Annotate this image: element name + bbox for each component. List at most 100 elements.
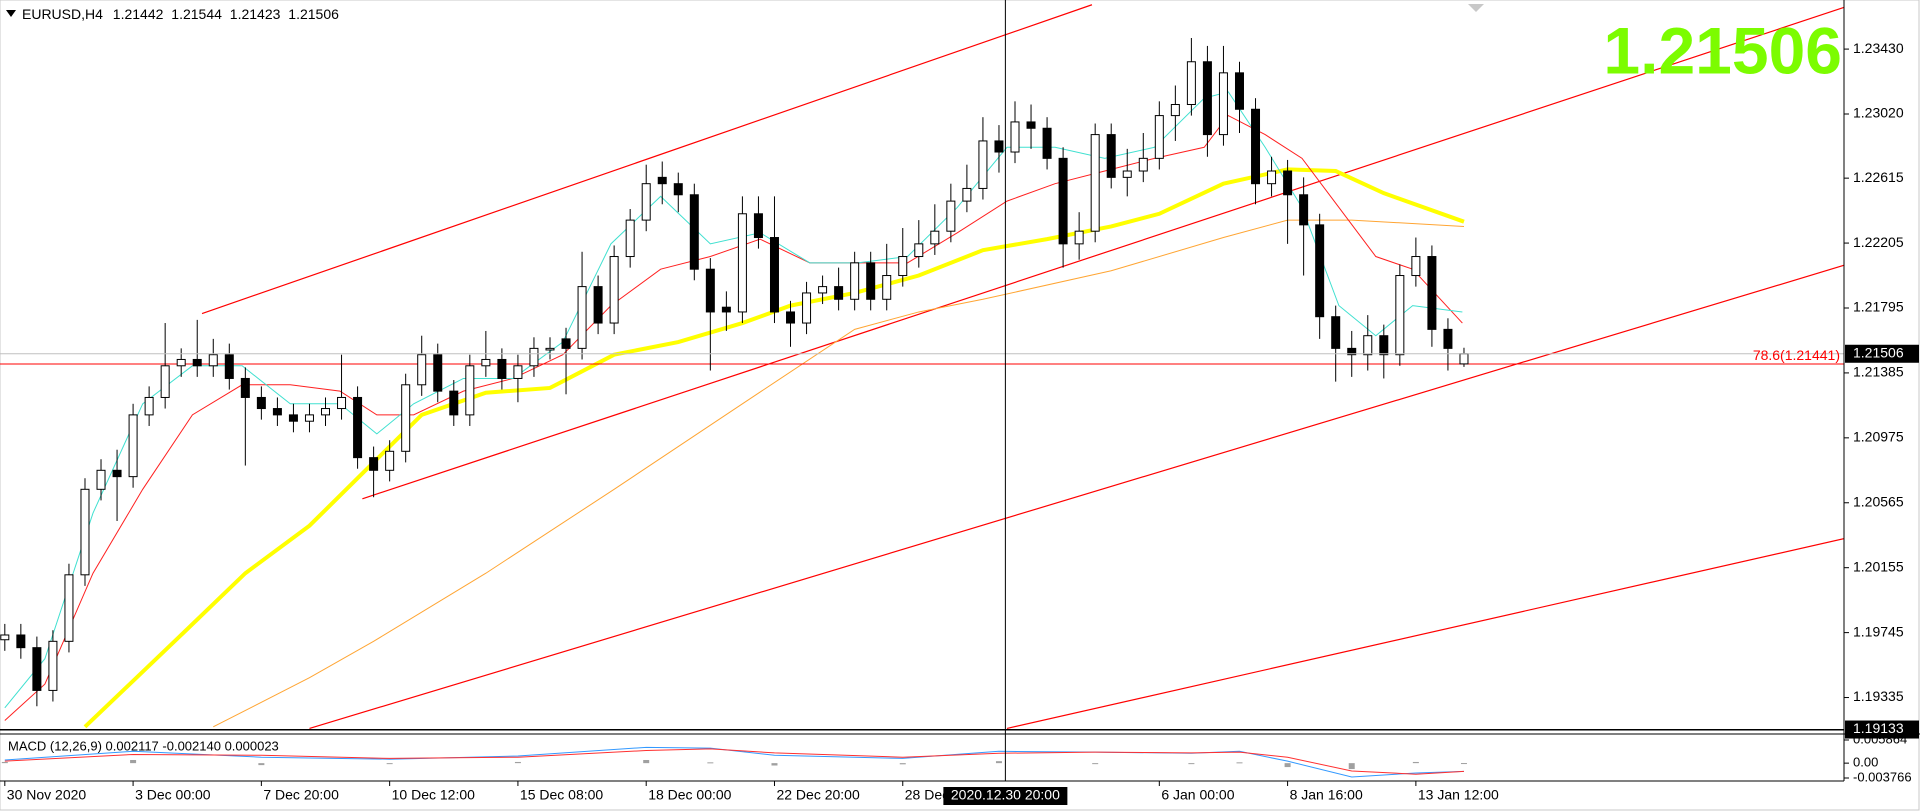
candle-body [401,384,411,452]
candle-body [32,647,42,691]
candle-body [417,354,427,386]
macd-histogram-bar [1348,763,1355,770]
macd-y-tick-label: -0.003766 [1853,769,1912,784]
candle-body [930,230,940,245]
candle-body [529,347,539,367]
candle-body [272,408,282,416]
x-tick-label: 10 Dec 12:00 [392,787,475,803]
candle-body [1218,72,1228,136]
candle-body [1122,170,1132,178]
macd-histogram-bar [643,759,650,764]
candle-body [224,354,234,379]
candle-body [1267,170,1277,185]
candle-body [0,634,10,641]
candle-body [240,377,250,398]
candle-body [802,292,812,324]
macd-histogram-bar [1,761,8,764]
candle-body [721,306,731,313]
candle-body [64,574,74,642]
candle-body [946,200,956,232]
candle-body [321,408,331,416]
candle-body [80,488,90,576]
candle-body [1379,335,1389,356]
candle-body [641,183,651,221]
macd-histogram-bar [899,763,906,765]
y-tick-label: 1.19745 [1853,623,1904,639]
candle-body [369,457,379,471]
candle-body [609,256,619,324]
candle-body [1202,61,1212,136]
price-box [1845,344,1919,363]
candle-body [513,365,523,379]
candle-body [1106,134,1116,178]
candle-body [545,347,555,351]
shift-marker [1468,4,1484,12]
crosshair-price-label: 1.19133 [1853,720,1904,736]
candle-body [1154,115,1164,159]
macd-histogram-bar [130,759,137,764]
candle-body [385,450,395,471]
candle-body [866,262,876,300]
candle-body [1186,61,1196,106]
candle-body [689,194,699,270]
macd-histogram-bar [771,763,778,766]
y-tick-label: 1.21795 [1853,299,1904,315]
candle-body [1234,72,1244,110]
close: 1.21506 [288,6,339,22]
candle-body [850,262,860,300]
macd-line [4,748,1465,775]
y-tick-label: 1.20155 [1853,558,1904,574]
candle-body [577,286,587,349]
candle-body [1299,194,1309,226]
candle-body [465,365,475,416]
candle-body [16,634,26,649]
macd-histogram-bar [1460,763,1467,765]
candle-body [160,365,170,398]
candle-body [353,396,363,459]
high: 1.21544 [171,6,222,22]
candle-body [192,358,202,367]
candle-body [112,469,122,478]
y-tick-label: 1.22615 [1853,169,1904,185]
macd-histogram-bar [1188,763,1195,765]
macd-histogram-bar [707,762,714,764]
symbol: EURUSD,H4 [22,6,103,22]
candle-body [1411,256,1421,277]
candle-body [914,243,924,258]
macd-line [4,746,1464,778]
candle-body [769,237,779,313]
candle-body [834,286,844,300]
menu-arrow[interactable] [6,10,16,17]
macd-histogram-bar [258,763,265,766]
y-tick-label: 1.19335 [1853,688,1904,704]
candle-body [1315,224,1325,318]
macd-histogram-bar [1236,762,1243,764]
x-tick-label: 18 Dec 00:00 [648,787,731,803]
macd-histogram-bar [1284,763,1291,768]
fib-level-label: 78.6(1.21441) [1753,347,1840,363]
candle-body [593,286,603,324]
candle-body [1026,121,1036,129]
crosshair-price-box [1845,720,1919,739]
trend-line [362,6,1844,500]
macd-y-tick-label: 0.005864 [1853,731,1907,746]
open: 1.21442 [113,6,164,22]
candle-body [96,469,106,490]
candle-body [144,396,154,416]
candle-body [1138,157,1148,172]
x-tick-label: 28 Dec [905,787,949,803]
candle-body [818,286,828,294]
trend-line [309,264,1844,729]
moving-average [213,219,1465,728]
macd-histogram-bar [995,761,1002,764]
candle-body [1042,127,1052,159]
candle-body [1090,134,1100,232]
candle-body [176,358,186,367]
header: EURUSD,H4 1.21442 1.21544 1.21423 1.2150… [22,6,339,22]
candle-body [1459,353,1469,365]
candle-body [449,390,459,416]
candle-body [497,358,507,379]
